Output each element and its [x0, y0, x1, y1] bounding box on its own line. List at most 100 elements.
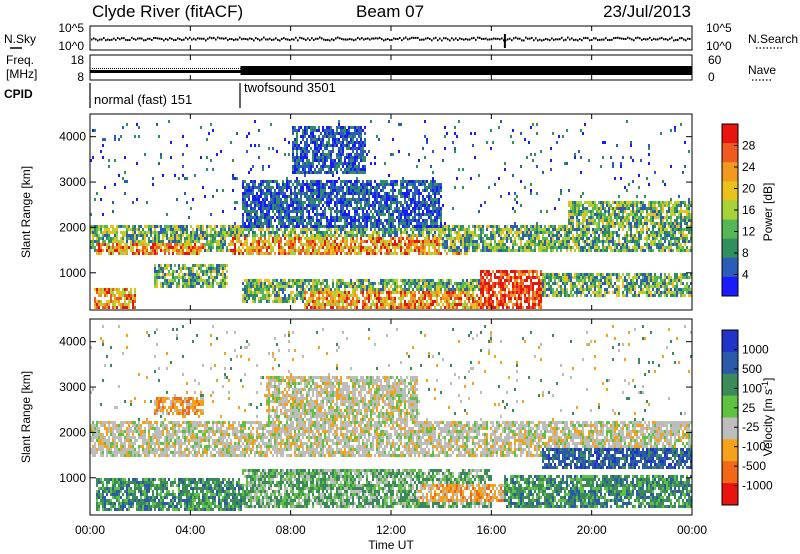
heatmap-cell [340, 279, 342, 282]
heatmap-cell [340, 249, 342, 252]
heatmap-cell [334, 183, 336, 186]
heatmap-cell [276, 294, 278, 297]
heatmap-cell [122, 225, 124, 228]
heatmap-cell [468, 243, 470, 246]
heatmap-cell [356, 246, 358, 249]
heatmap-cell [268, 234, 270, 237]
heatmap-cell [482, 237, 484, 240]
heatmap-cell [444, 228, 446, 231]
heatmap-cell [324, 210, 326, 213]
heatmap-cell [168, 273, 170, 276]
heatmap-cell [162, 249, 164, 252]
heatmap-cell [450, 303, 452, 306]
heatmap-cell [300, 171, 302, 174]
heatmap-cell [344, 246, 346, 249]
heatmap-cell [354, 249, 356, 252]
heatmap-cell [358, 153, 360, 156]
heatmap-cell [418, 291, 420, 294]
heatmap-cell [430, 282, 432, 285]
heatmap-cell [290, 237, 292, 240]
heatmap-cell [212, 240, 214, 243]
heatmap-cell [354, 171, 356, 174]
noise-sample [199, 37, 201, 40]
heatmap-cell [304, 183, 306, 186]
heatmap-cell [224, 264, 226, 267]
heatmap-cell [214, 228, 216, 231]
heatmap-cell [480, 228, 482, 231]
heatmap-cell [344, 228, 346, 231]
heatmap-cell [112, 246, 114, 249]
heatmap-cell [380, 288, 382, 291]
heatmap-cell [258, 207, 260, 210]
noise-sample [207, 37, 209, 40]
heatmap-cell [116, 288, 118, 291]
heatmap-cell [260, 297, 262, 300]
heatmap-cell [314, 285, 316, 288]
heatmap-cell [330, 303, 332, 306]
heatmap-cell [428, 291, 430, 294]
heatmap-cell [210, 264, 212, 267]
heatmap-cell [326, 153, 328, 156]
heatmap-cell [334, 243, 336, 246]
heatmap-cell [152, 246, 154, 249]
heatmap-cell [170, 240, 172, 243]
heatmap-cell [398, 216, 400, 219]
heatmap-cell [292, 171, 294, 174]
heatmap-cell [340, 186, 342, 189]
heatmap-cell [434, 228, 436, 231]
heatmap-cell [216, 276, 218, 279]
heatmap-cell [202, 264, 204, 267]
heatmap-cell [438, 210, 440, 213]
heatmap-cell [446, 132, 448, 135]
heatmap-cell [338, 198, 340, 201]
heatmap-cell [406, 210, 408, 213]
heatmap-cell [326, 204, 328, 207]
heatmap-cell [472, 243, 474, 246]
heatmap-cell [410, 306, 412, 309]
heatmap-cell [384, 243, 386, 246]
heatmap-cell [164, 267, 166, 270]
heatmap-cell [162, 270, 164, 273]
heatmap-cell [190, 237, 192, 240]
heatmap-cell [380, 243, 382, 246]
heatmap-cell [112, 252, 114, 255]
heatmap-cell [368, 279, 370, 282]
heatmap-cell [450, 288, 452, 291]
heatmap-cell [222, 273, 224, 276]
heatmap-cell [382, 246, 384, 249]
heatmap-cell [254, 291, 256, 294]
heatmap-cell [246, 186, 248, 189]
heatmap-cell [198, 279, 200, 282]
heatmap-cell [368, 201, 370, 204]
heatmap-cell [276, 291, 278, 294]
heatmap-cell [284, 243, 286, 246]
heatmap-cell [438, 294, 440, 297]
heatmap-cell [118, 297, 120, 300]
heatmap-cell [328, 201, 330, 204]
heatmap-cell [302, 204, 304, 207]
heatmap-cell [310, 231, 312, 234]
noise-sample [117, 37, 119, 40]
heatmap-cell [438, 183, 440, 186]
heatmap-cell [360, 291, 362, 294]
heatmap-cell [156, 240, 158, 243]
heatmap-cell [190, 252, 192, 255]
heatmap-cell [434, 180, 436, 183]
heatmap-cell [356, 138, 358, 141]
heatmap-cell [382, 279, 384, 282]
heatmap-cell [244, 195, 246, 198]
heatmap-cell [242, 222, 244, 225]
heatmap-cell [242, 225, 244, 228]
heatmap-cell [386, 297, 388, 300]
heatmap-cell [332, 207, 334, 210]
heatmap-cell [208, 225, 210, 228]
heatmap-cell [320, 225, 322, 228]
heatmap-cell [196, 246, 198, 249]
heatmap-cell [150, 249, 152, 252]
heatmap-cell [424, 186, 426, 189]
heatmap-cell [296, 186, 298, 189]
heatmap-cell [124, 243, 126, 246]
heatmap-cell [108, 252, 110, 255]
heatmap-cell [330, 234, 332, 237]
heatmap-cell [372, 204, 374, 207]
